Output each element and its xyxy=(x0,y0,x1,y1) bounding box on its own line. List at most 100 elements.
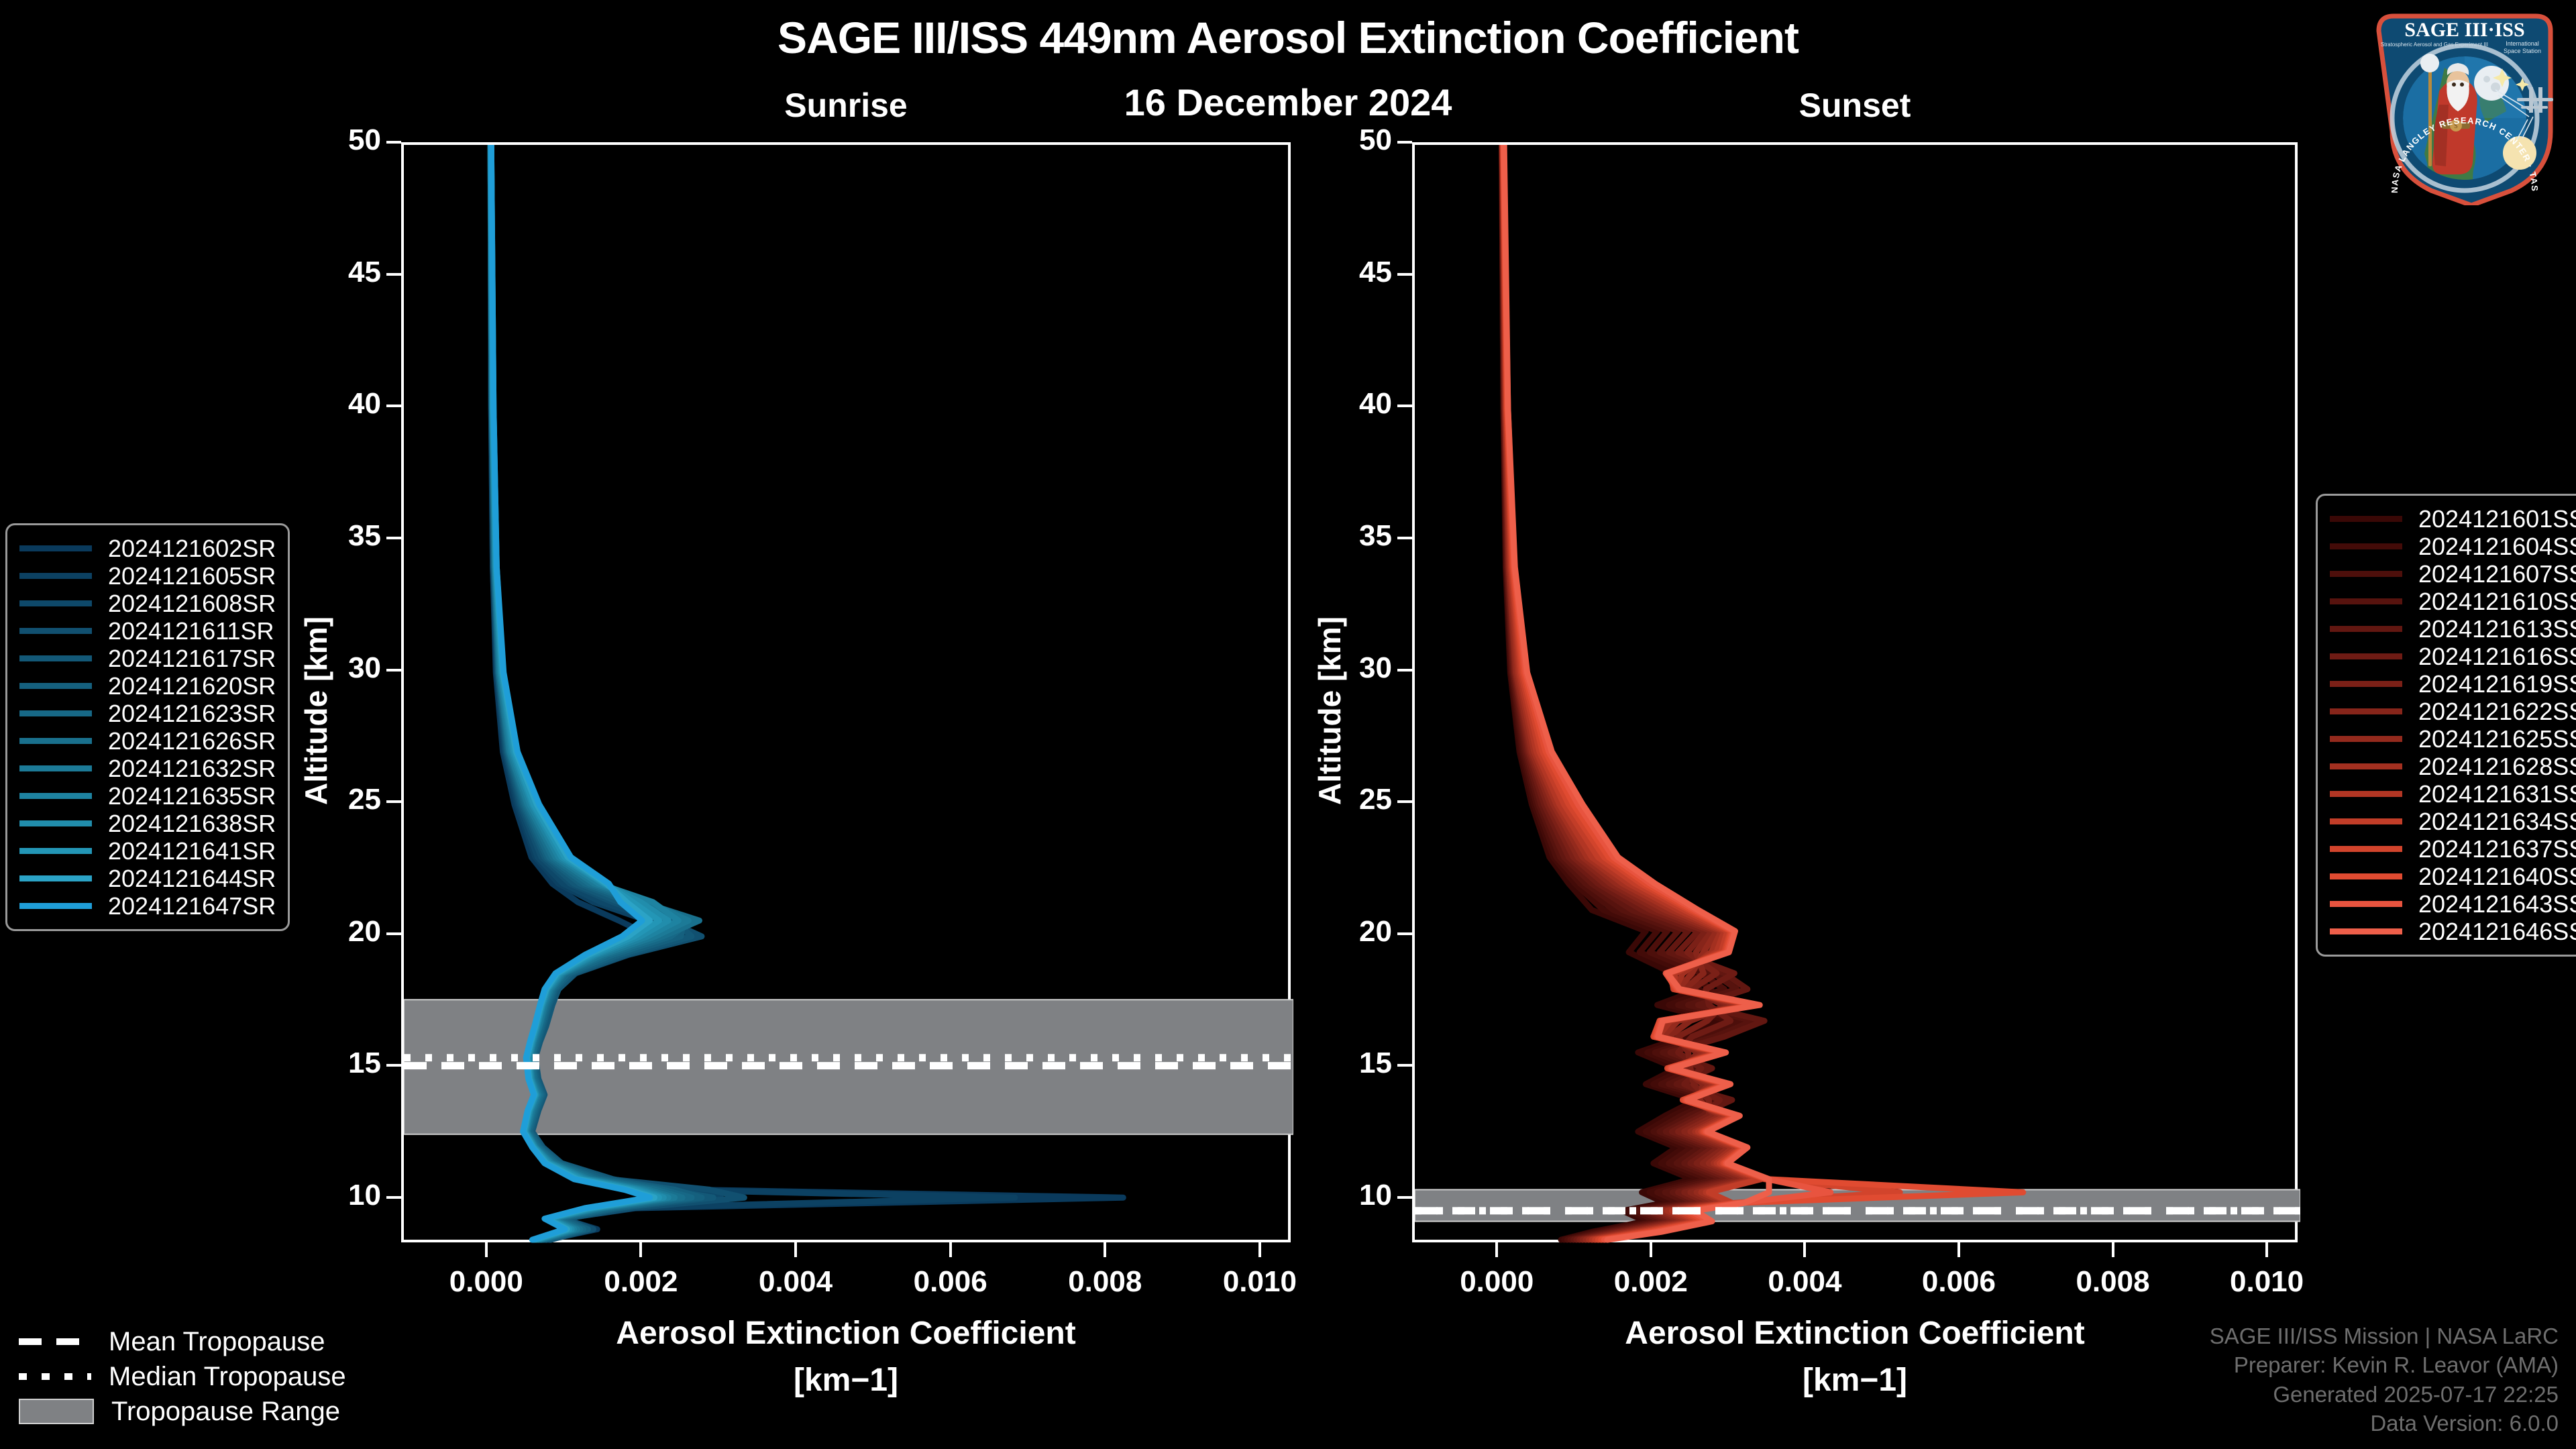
legend-color-swatch xyxy=(19,820,92,826)
legend-item[interactable]: 2024121646SS xyxy=(2330,918,2576,945)
sunrise-plot-area xyxy=(401,142,1293,1243)
y-tick-mark xyxy=(386,405,401,408)
x-tick-label: 0.002 xyxy=(604,1265,678,1298)
legend-item[interactable]: 2024121601SS xyxy=(2330,505,2576,533)
y-tick-label: 50 xyxy=(1359,123,1392,156)
legend-color-swatch xyxy=(2330,928,2402,934)
legend-item[interactable]: 2024121622SS xyxy=(2330,698,2576,725)
logo-subtitle-left: Stratospheric Aerosol and Gas Experiment… xyxy=(2381,42,2488,48)
profile-line xyxy=(1499,145,1762,1243)
legend-event-label: 2024121611SR xyxy=(108,616,274,645)
legend-color-swatch xyxy=(2330,818,2402,824)
y-tick-label: 35 xyxy=(1359,519,1392,552)
legend-color-swatch xyxy=(2330,846,2402,852)
x-tick-label: 0.010 xyxy=(1222,1265,1297,1298)
sunset-legend[interactable]: 2024121601SS 2024121604SS 2024121607SS 2024… xyxy=(2316,494,2576,957)
legend-item[interactable]: 2024121641SR xyxy=(19,837,276,865)
page-subtitle: 16 December 2024 xyxy=(1124,81,1452,123)
legend-item[interactable]: 2024121632SR xyxy=(19,755,276,782)
legend-item[interactable]: 2024121626SR xyxy=(19,727,276,755)
footer-line-preparer: Preparer: Kevin R. Leavor (AMA) xyxy=(2233,1352,2559,1378)
sunrise-x-axis-label-1: Aerosol Extinction Coefficient xyxy=(616,1316,1076,1351)
y-tick-label: 40 xyxy=(1359,387,1392,421)
legend-color-swatch xyxy=(19,628,92,634)
x-tick-label: 0.006 xyxy=(1921,1265,1996,1298)
legend-event-label: 2024121634SS xyxy=(2418,807,2576,835)
y-tick-mark xyxy=(386,800,401,804)
legend-event-label: 2024121617SR xyxy=(108,644,276,672)
legend-color-swatch xyxy=(2330,873,2402,879)
y-tick-label: 10 xyxy=(1359,1179,1392,1212)
y-tick-label: 15 xyxy=(348,1046,381,1080)
y-tick-mark xyxy=(1397,536,1412,539)
legend-item[interactable]: 2024121604SS xyxy=(2330,533,2576,560)
legend-item[interactable]: 2024121620SR xyxy=(19,672,276,700)
legend-item[interactable]: 2024121619SS xyxy=(2330,670,2576,698)
legend-item[interactable]: 2024121616SS xyxy=(2330,643,2576,670)
legend-event-label: 2024121647SR xyxy=(108,892,276,920)
dashed-line-icon xyxy=(19,1338,91,1345)
y-tick-mark xyxy=(386,272,401,276)
x-tick-label: 0.006 xyxy=(913,1265,987,1298)
mean-tropopause-label: Mean Tropopause xyxy=(109,1326,325,1356)
legend-item[interactable]: 2024121647SR xyxy=(19,892,276,920)
profile-line xyxy=(1499,145,1752,1243)
x-tick-mark xyxy=(2111,1242,2114,1257)
y-tick-label: 20 xyxy=(348,914,381,948)
footer-line-generated: Generated 2025-07-17 22:25 xyxy=(2273,1381,2559,1407)
legend-color-swatch xyxy=(2330,653,2402,659)
median-tropopause-label: Median Tropopause xyxy=(109,1361,346,1391)
y-tick-label: 20 xyxy=(1359,914,1392,948)
legend-item[interactable]: 2024121611SR xyxy=(19,617,276,645)
x-tick-mark xyxy=(2265,1242,2269,1257)
y-tick-mark xyxy=(386,1064,401,1067)
legend-item[interactable]: 2024121608SR xyxy=(19,590,276,617)
x-tick-mark xyxy=(1957,1242,1960,1257)
legend-color-swatch xyxy=(19,600,92,606)
legend-color-swatch xyxy=(19,875,92,881)
legend-item[interactable]: 2024121613SS xyxy=(2330,615,2576,643)
legend-item[interactable]: 2024121628SS xyxy=(2330,753,2576,780)
footer-line-mission: SAGE III/ISS Mission | NASA LaRC xyxy=(2209,1323,2559,1348)
legend-color-swatch xyxy=(2330,516,2402,522)
legend-item[interactable]: 2024121617SR xyxy=(19,645,276,672)
legend-item[interactable]: 2024121637SS xyxy=(2330,835,2576,863)
legend-color-swatch xyxy=(19,793,92,799)
legend-item[interactable]: 2024121644SR xyxy=(19,865,276,892)
legend-event-label: 2024121638SR xyxy=(108,809,276,837)
legend-item[interactable]: 2024121607SS xyxy=(2330,560,2576,588)
x-tick-label: 0.000 xyxy=(1460,1265,1534,1298)
legend-event-label: 2024121631SS xyxy=(2418,780,2576,808)
y-tick-mark xyxy=(1397,800,1412,804)
legend-color-swatch xyxy=(19,545,92,551)
sunset-panel-title: Sunset xyxy=(1799,87,1911,124)
legend-color-swatch xyxy=(2330,736,2402,742)
x-tick-mark xyxy=(1649,1242,1652,1257)
legend-item[interactable]: 2024121610SS xyxy=(2330,588,2576,615)
legend-item[interactable]: 2024121640SS xyxy=(2330,863,2576,890)
legend-item[interactable]: 2024121631SS xyxy=(2330,780,2576,808)
legend-color-swatch xyxy=(2330,791,2402,797)
x-tick-mark xyxy=(794,1242,798,1257)
y-tick-mark xyxy=(1397,1064,1412,1067)
legend-event-label: 2024121613SS xyxy=(2418,614,2576,643)
legend-color-swatch xyxy=(2330,681,2402,687)
y-tick-label: 30 xyxy=(1359,651,1392,684)
x-tick-mark xyxy=(484,1242,488,1257)
legend-item[interactable]: 2024121643SS xyxy=(2330,890,2576,918)
y-tick-mark xyxy=(1397,668,1412,672)
legend-item[interactable]: 2024121634SS xyxy=(2330,808,2576,835)
y-tick-mark xyxy=(386,1196,401,1199)
legend-event-label: 2024121619SS xyxy=(2418,669,2576,698)
legend-item[interactable]: 2024121602SR xyxy=(19,535,276,562)
legend-item[interactable]: 2024121625SS xyxy=(2330,725,2576,753)
profile-line xyxy=(1499,145,1757,1243)
legend-color-swatch xyxy=(2330,571,2402,577)
legend-item[interactable]: 2024121638SR xyxy=(19,810,276,837)
x-tick-label: 0.010 xyxy=(2230,1265,2304,1298)
sunrise-legend[interactable]: 2024121602SR 2024121605SR 2024121608SR 2024… xyxy=(5,523,290,931)
legend-item[interactable]: 2024121605SR xyxy=(19,562,276,590)
legend-item[interactable]: 2024121635SR xyxy=(19,782,276,810)
legend-item[interactable]: 2024121623SR xyxy=(19,700,276,727)
sunset-x-axis-label-2: [km−1] xyxy=(1802,1362,1908,1398)
